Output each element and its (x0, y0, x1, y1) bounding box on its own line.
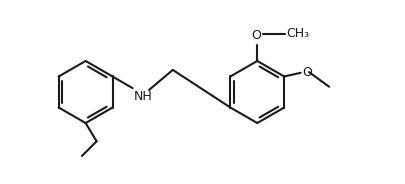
Text: NH: NH (134, 90, 153, 103)
Text: CH₃: CH₃ (286, 27, 310, 40)
Text: O: O (251, 29, 261, 42)
Text: O: O (303, 66, 312, 79)
